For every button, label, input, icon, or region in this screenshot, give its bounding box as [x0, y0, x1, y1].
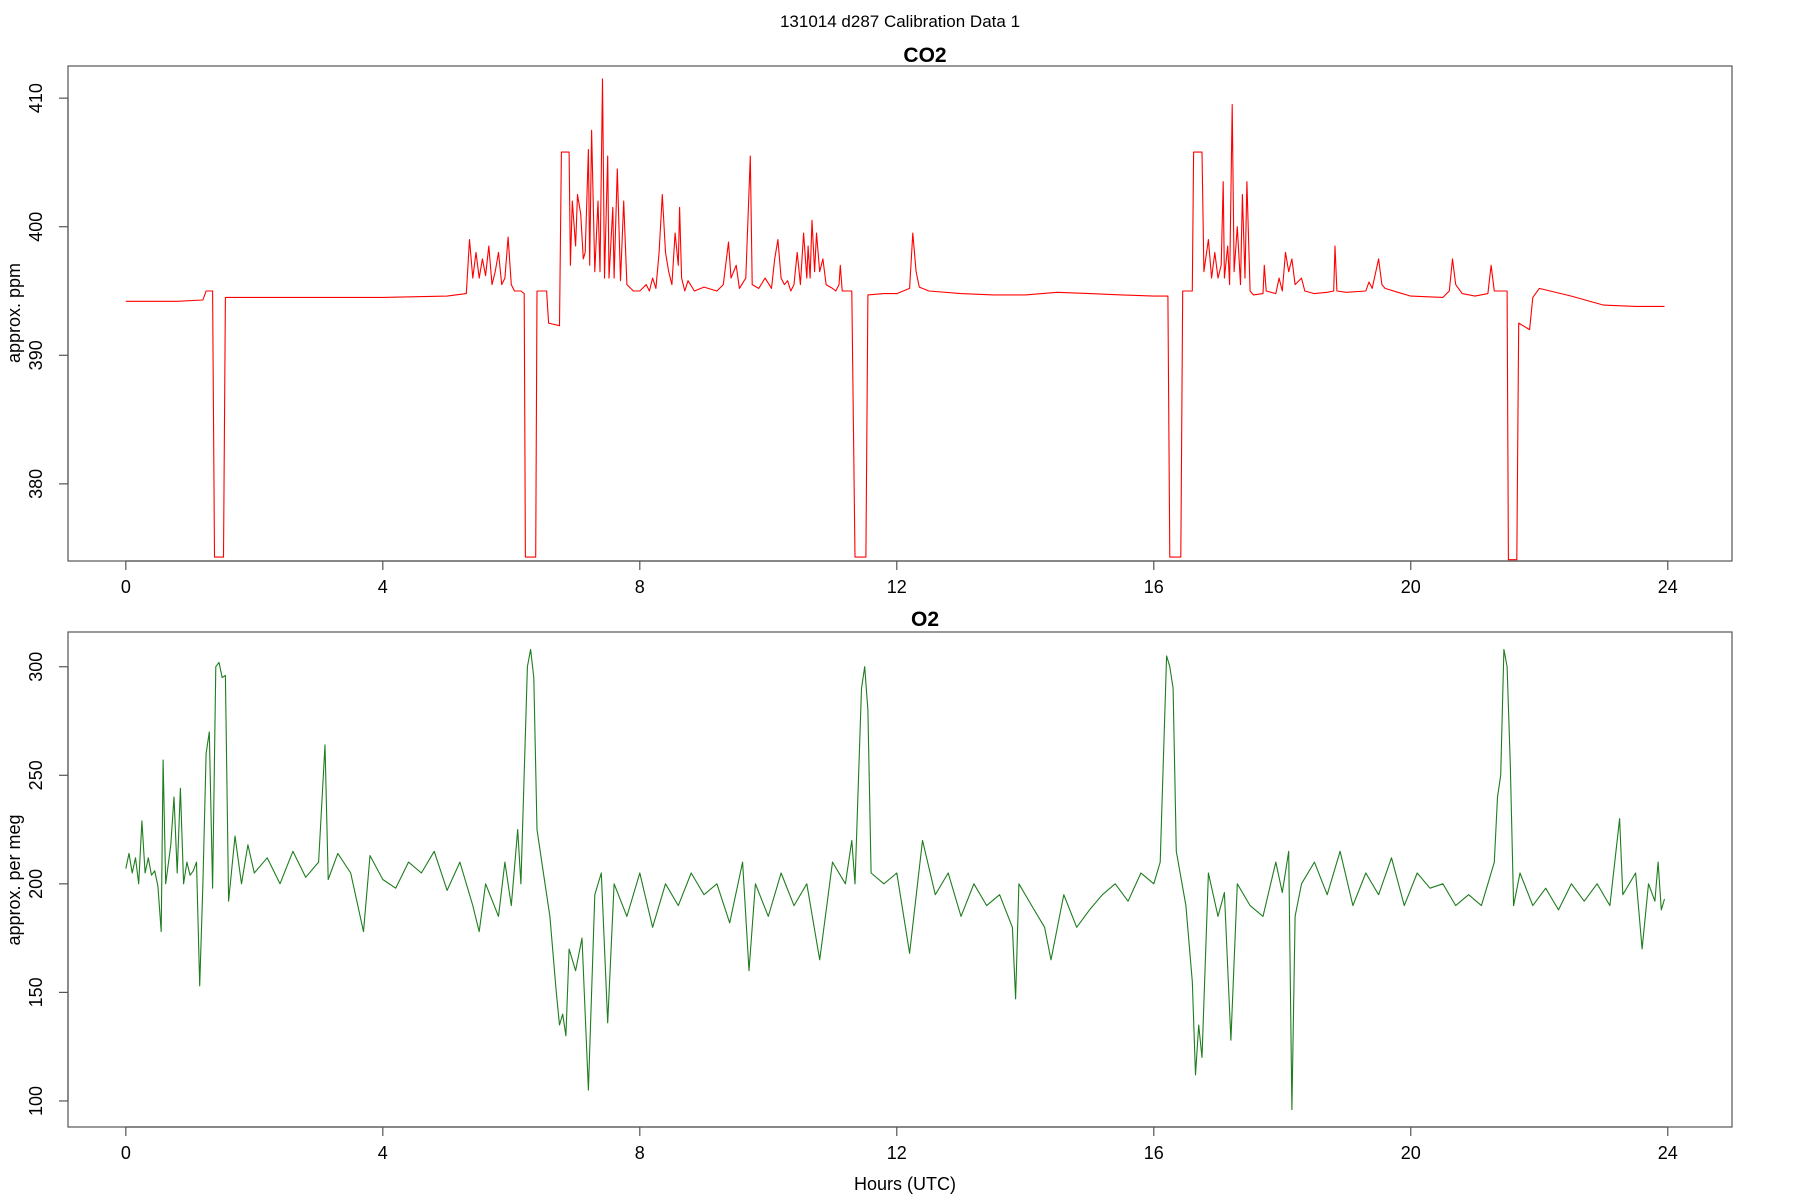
o2-x-tick-label: 24 [1658, 1143, 1678, 1163]
o2-series-line-0 [125, 648, 1666, 1111]
co2-y-label: approx. ppm [4, 263, 24, 363]
o2-y-tick-label: 150 [26, 977, 46, 1007]
o2-x-axis: 0 4 8 12 16 20 24 [121, 1126, 1678, 1163]
co2-plot-frame [67, 65, 1733, 562]
o2-panel: O2 0 4 8 12 16 20 24 100 150 200 250 300 approx. p… [4, 608, 1733, 1194]
o2-x-tick-label: 8 [635, 1143, 645, 1163]
o2-x-tick-label: 12 [887, 1143, 907, 1163]
o2-x-tick-label: 20 [1401, 1143, 1421, 1163]
co2-y-tick-label: 390 [26, 340, 46, 370]
o2-y-tick-label: 200 [26, 869, 46, 899]
o2-x-tick-label: 0 [121, 1143, 131, 1163]
o2-y-tick-label: 250 [26, 760, 46, 790]
figure-title: 131014 d287 Calibration Data 1 [780, 12, 1020, 31]
o2-x-tick-label: 4 [378, 1143, 388, 1163]
o2-title: O2 [911, 608, 939, 631]
co2-y-tick-label: 380 [26, 469, 46, 499]
co2-y-axis: 380 390 400 410 [26, 83, 69, 499]
o2-y-axis: 100 150 200 250 300 [26, 652, 69, 1116]
co2-x-tick-label: 4 [378, 577, 388, 597]
o2-x-tick-label: 16 [1144, 1143, 1164, 1163]
co2-x-tick-label: 0 [121, 577, 131, 597]
co2-x-tick-label: 20 [1401, 577, 1421, 597]
o2-series [125, 648, 1666, 1111]
o2-y-label: approx. per meg [4, 814, 24, 945]
co2-y-tick-label: 400 [26, 212, 46, 242]
o2-y-tick-label: 300 [26, 652, 46, 682]
co2-x-tick-label: 8 [635, 577, 645, 597]
o2-x-label: Hours (UTC) [854, 1174, 956, 1194]
co2-x-axis: 0 4 8 12 16 20 24 [121, 560, 1678, 597]
co2-y-tick-label: 410 [26, 83, 46, 113]
o2-plot-frame [67, 631, 1733, 1128]
co2-series [125, 78, 1665, 561]
co2-series-line-0 [125, 78, 1665, 561]
o2-y-tick-label: 100 [26, 1086, 46, 1116]
co2-x-tick-label: 24 [1658, 577, 1678, 597]
co2-title: CO2 [903, 44, 946, 67]
co2-panel: CO2 0 4 8 12 16 20 24 380 390 400 410 approx. ppm [4, 44, 1733, 597]
co2-x-tick-label: 12 [887, 577, 907, 597]
co2-x-tick-label: 16 [1144, 577, 1164, 597]
